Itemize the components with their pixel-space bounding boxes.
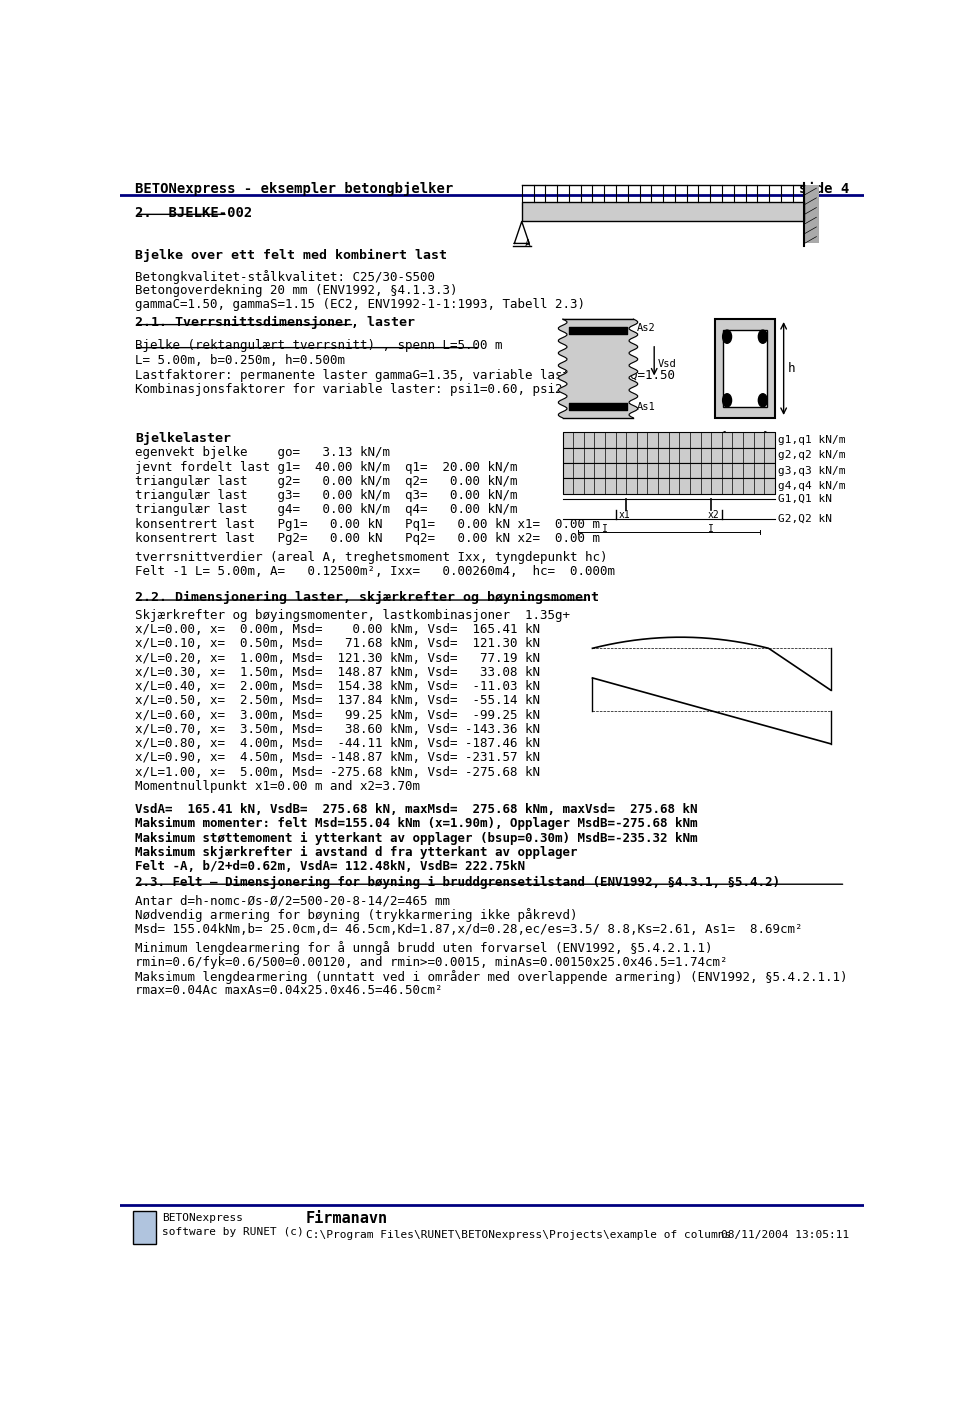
Bar: [723, 331, 767, 408]
Text: Betongkvalitet-stålkvalitet: C25/30-S500: Betongkvalitet-stålkvalitet: C25/30-S500: [134, 269, 435, 284]
Text: G1,Q1 kN: G1,Q1 kN: [779, 494, 832, 504]
Text: Nødvendig armering for bøyning (trykkarmering ikke påkrevd): Nødvendig armering for bøyning (trykkarm…: [134, 908, 577, 922]
Circle shape: [723, 331, 732, 343]
Text: h: h: [787, 362, 795, 375]
Text: Bjelke over ett felt med kombinert last: Bjelke over ett felt med kombinert last: [134, 249, 446, 262]
Text: x/L=0.00, x=  0.00m, Msd=    0.00 kNm, Vsd=  165.41 kN: x/L=0.00, x= 0.00m, Msd= 0.00 kNm, Vsd= …: [134, 623, 540, 636]
Bar: [563, 447, 775, 463]
Text: Betongoverdekning 20 mm (ENV1992, §4.1.3.3): Betongoverdekning 20 mm (ENV1992, §4.1.3…: [134, 284, 457, 296]
Bar: [133, 1211, 156, 1244]
Circle shape: [758, 393, 767, 408]
Text: Antar d=h-nomc-Øs-Ø/2=500-20-8-14/2=465 mm: Antar d=h-nomc-Øs-Ø/2=500-20-8-14/2=465 …: [134, 893, 450, 908]
Text: 2.3. Felt – Dimensjonering for bøyning i bruddgrensetilstand (ENV1992, §4.3.1, §: 2.3. Felt – Dimensjonering for bøyning i…: [134, 875, 780, 889]
Text: 2.1. Tverrsnittsdimensjoner, laster: 2.1. Tverrsnittsdimensjoner, laster: [134, 316, 415, 329]
Text: Msd= 155.04kNm,b= 25.0cm,d= 46.5cm,Kd=1.87,x/d=0.28,ec/es=3.5/ 8.8,Ks=2.61, As1=: Msd= 155.04kNm,b= 25.0cm,d= 46.5cm,Kd=1.…: [134, 922, 803, 936]
Text: x/L=0.50, x=  2.50m, Msd=  137.84 kNm, Vsd=  -55.14 kN: x/L=0.50, x= 2.50m, Msd= 137.84 kNm, Vsd…: [134, 694, 540, 707]
Text: As1: As1: [637, 402, 656, 412]
Text: rmin=0.6/fyk=0.6/500=0.00120, and rmin>=0.0015, minAs=0.00150x25.0x46.5=1.74cm²: rmin=0.6/fyk=0.6/500=0.00120, and rmin>=…: [134, 956, 728, 969]
Text: I: I: [708, 524, 714, 534]
Text: x/L=0.80, x=  4.00m, Msd=  -44.11 kNm, Vsd= -187.46 kN: x/L=0.80, x= 4.00m, Msd= -44.11 kNm, Vsd…: [134, 737, 540, 750]
Text: software by RUNET (c): software by RUNET (c): [162, 1227, 304, 1237]
Text: tverrsnittverdier (areal A, treghetsmoment Ixx, tyngdepunkt hc): tverrsnittverdier (areal A, treghetsmome…: [134, 550, 608, 564]
Text: BETONexpress: BETONexpress: [162, 1214, 244, 1224]
Text: Maksimum momenter: felt Msd=155.04 kNm (x=1.90m), Opplager MsdB=-275.68 kNm: Maksimum momenter: felt Msd=155.04 kNm (…: [134, 818, 697, 831]
Bar: [715, 319, 775, 418]
Text: Felt -1 L= 5.00m, A=   0.12500m², Ixx=   0.00260m4,  hc=  0.000m: Felt -1 L= 5.00m, A= 0.12500m², Ixx= 0.0…: [134, 564, 614, 579]
Text: g2,q2 kN/m: g2,q2 kN/m: [779, 450, 846, 460]
Bar: [563, 432, 775, 447]
Text: B: B: [806, 231, 812, 241]
Text: g3,q3 kN/m: g3,q3 kN/m: [779, 466, 846, 476]
Text: konsentrert last   Pg2=   0.00 kN   Pq2=   0.00 kN x2=  0.00 m: konsentrert last Pg2= 0.00 kN Pq2= 0.00 …: [134, 532, 600, 544]
Text: x/L=0.90, x=  4.50m, Msd= -148.87 kNm, Vsd= -231.57 kN: x/L=0.90, x= 4.50m, Msd= -148.87 kNm, Vs…: [134, 751, 540, 764]
Text: 08/11/2004 13:05:11: 08/11/2004 13:05:11: [721, 1230, 849, 1240]
Text: Maksimum lengdearmering (unntatt ved i områder med overlappende armering) (ENV19: Maksimum lengdearmering (unntatt ved i o…: [134, 970, 848, 983]
Bar: [563, 463, 775, 479]
Text: rmax=0.04Ac maxAs=0.04x25.0x46.5=46.50cm²: rmax=0.04Ac maxAs=0.04x25.0x46.5=46.50cm…: [134, 985, 443, 998]
Text: Bjelkelaster: Bjelkelaster: [134, 432, 230, 445]
Text: x2: x2: [708, 510, 719, 520]
Text: 2.  BJELKE-002: 2. BJELKE-002: [134, 207, 252, 219]
Text: x/L=0.10, x=  0.50m, Msd=   71.68 kNm, Vsd=  121.30 kN: x/L=0.10, x= 0.50m, Msd= 71.68 kNm, Vsd=…: [134, 637, 540, 650]
Text: Skjærkrefter og bøyingsmomenter, lastkombinasjoner  1.35g+: Skjærkrefter og bøyingsmomenter, lastkom…: [134, 608, 570, 621]
Circle shape: [758, 331, 767, 343]
Text: A: A: [525, 239, 531, 249]
Text: x/L=0.30, x=  1.50m, Msd=  148.87 kNm, Vsd=   33.08 kN: x/L=0.30, x= 1.50m, Msd= 148.87 kNm, Vsd…: [134, 665, 540, 678]
Polygon shape: [559, 319, 637, 418]
Text: jevnt fordelt last g1=  40.00 kN/m  q1=  20.00 kN/m: jevnt fordelt last g1= 40.00 kN/m q1= 20…: [134, 460, 517, 473]
Text: Maksimum støttemoment i ytterkant av opplager (bsup=0.30m) MsdB=-235.32 kNm: Maksimum støttemoment i ytterkant av opp…: [134, 832, 697, 845]
Text: L= 5.00m, b=0.250m, h=0.500m: L= 5.00m, b=0.250m, h=0.500m: [134, 355, 345, 368]
Text: x/L=0.60, x=  3.00m, Msd=   99.25 kNm, Vsd=  -99.25 kN: x/L=0.60, x= 3.00m, Msd= 99.25 kNm, Vsd=…: [134, 708, 540, 721]
Text: triangulær last    g2=   0.00 kN/m  q2=   0.00 kN/m: triangulær last g2= 0.00 kN/m q2= 0.00 k…: [134, 475, 517, 487]
Text: Minimum lengdearmering for å unngå brudd uten forvarsel (ENV1992, §5.4.2.1.1): Minimum lengdearmering for å unngå brudd…: [134, 942, 712, 955]
Bar: [522, 202, 804, 221]
Text: x/L=1.00, x=  5.00m, Msd= -275.68 kNm, Vsd= -275.68 kN: x/L=1.00, x= 5.00m, Msd= -275.68 kNm, Vs…: [134, 765, 540, 778]
Text: Kombinasjonsfaktorer for variable laster: psi1=0.60, psi2=0.30: Kombinasjonsfaktorer for variable laster…: [134, 383, 600, 396]
Text: g4,q4 kN/m: g4,q4 kN/m: [779, 480, 846, 490]
Text: x/L=0.70, x=  3.50m, Msd=   38.60 kNm, Vsd= -143.36 kN: x/L=0.70, x= 3.50m, Msd= 38.60 kNm, Vsd=…: [134, 722, 540, 735]
Text: VsdA=  165.41 kN, VsdB=  275.68 kN, maxMsd=  275.68 kNm, maxVsd=  275.68 kN: VsdA= 165.41 kN, VsdB= 275.68 kN, maxMsd…: [134, 804, 697, 817]
Text: 2.2. Dimensjonering laster, skjærkrefter og bøyningsmoment: 2.2. Dimensjonering laster, skjærkrefter…: [134, 591, 599, 604]
Text: Maksimum skjærkrefter i avstand d fra ytterkant av opplager: Maksimum skjærkrefter i avstand d fra yt…: [134, 846, 577, 859]
Text: ←Msd: ←Msd: [602, 331, 625, 341]
Text: triangulær last    g3=   0.00 kN/m  q3=   0.00 kN/m: triangulær last g3= 0.00 kN/m q3= 0.00 k…: [134, 489, 517, 502]
Text: C:\Program Files\RUNET\BETONexpress\Projects\example of columns: C:\Program Files\RUNET\BETONexpress\Proj…: [306, 1230, 732, 1240]
Text: g1,q1 kN/m: g1,q1 kN/m: [779, 435, 846, 445]
Text: x/L=0.20, x=  1.00m, Msd=  121.30 kNm, Vsd=   77.19 kN: x/L=0.20, x= 1.00m, Msd= 121.30 kNm, Vsd…: [134, 651, 540, 664]
Bar: [563, 479, 775, 493]
Text: Bjelke (rektangulært tverrsnitt) , spenn L=5.00 m: Bjelke (rektangulært tverrsnitt) , spenn…: [134, 339, 502, 352]
Text: side 4: side 4: [799, 182, 849, 197]
Text: Firmanavn: Firmanavn: [306, 1211, 388, 1226]
Text: Momentnullpunkt x1=0.00 m and x2=3.70m: Momentnullpunkt x1=0.00 m and x2=3.70m: [134, 779, 420, 792]
Text: d: d: [603, 362, 611, 375]
Text: gammaC=1.50, gammaS=1.15 (EC2, ENV1992-1-1:1993, Tabell 2.3): gammaC=1.50, gammaS=1.15 (EC2, ENV1992-1…: [134, 298, 585, 311]
Text: x/L=0.40, x=  2.00m, Msd=  154.38 kNm, Vsd=  -11.03 kN: x/L=0.40, x= 2.00m, Msd= 154.38 kNm, Vsd…: [134, 680, 540, 693]
Text: G2,Q2 kN: G2,Q2 kN: [779, 514, 832, 524]
Text: triangulær last    g4=   0.00 kN/m  q4=   0.00 kN/m: triangulær last g4= 0.00 kN/m q4= 0.00 k…: [134, 503, 517, 516]
Text: I: I: [602, 524, 608, 534]
Text: konsentrert last   Pg1=   0.00 kN   Pq1=   0.00 kN x1=  0.00 m: konsentrert last Pg1= 0.00 kN Pq1= 0.00 …: [134, 517, 600, 530]
Bar: [804, 185, 820, 244]
Text: egenvekt bjelke    go=   3.13 kN/m: egenvekt bjelke go= 3.13 kN/m: [134, 446, 390, 459]
Text: b: b: [741, 443, 749, 456]
Text: x1: x1: [619, 510, 631, 520]
Text: BETONexpress - eksempler betongbjelker: BETONexpress - eksempler betongbjelker: [134, 182, 453, 197]
Text: Vsd: Vsd: [658, 359, 677, 369]
Text: Felt -A, b/2+d=0.62m, VsdA= 112.48kN, VsdB= 222.75kN: Felt -A, b/2+d=0.62m, VsdA= 112.48kN, Vs…: [134, 861, 525, 874]
Text: Lastfaktorer: permanente laster gammaG=1.35, variable laster gammaQ=1.50: Lastfaktorer: permanente laster gammaG=1…: [134, 369, 675, 382]
Circle shape: [723, 393, 732, 408]
Text: B: B: [137, 1216, 152, 1233]
Text: As2: As2: [637, 323, 656, 333]
